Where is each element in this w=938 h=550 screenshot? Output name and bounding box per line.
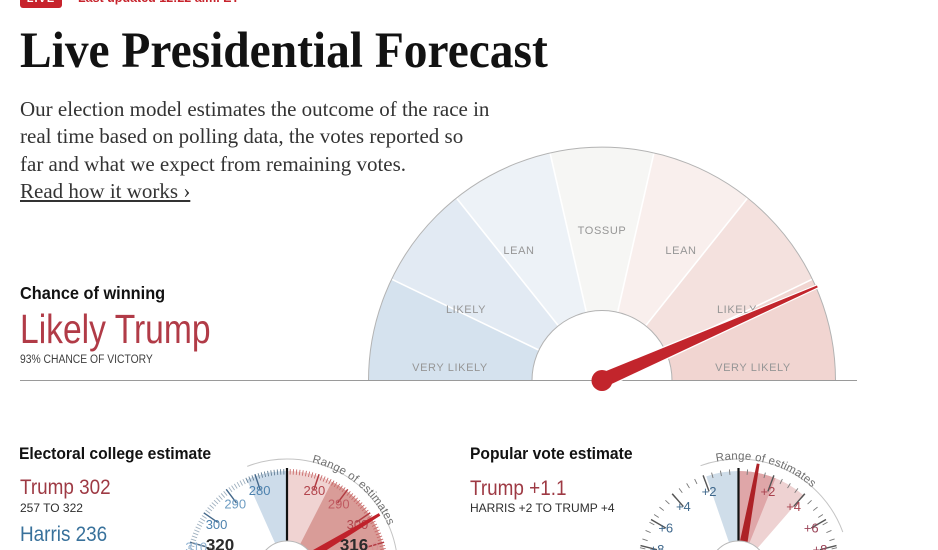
svg-text:VERY LIKELY: VERY LIKELY — [412, 362, 488, 374]
svg-text:280: 280 — [303, 483, 325, 498]
svg-text:300: 300 — [206, 517, 228, 532]
svg-text:310: 310 — [185, 539, 207, 550]
svg-text:+8: +8 — [813, 542, 828, 550]
svg-text:320: 320 — [206, 536, 234, 550]
svg-text:LEAN: LEAN — [503, 245, 534, 257]
svg-text:280: 280 — [249, 483, 271, 498]
svg-text:290: 290 — [224, 496, 246, 511]
svg-text:+6: +6 — [658, 521, 673, 536]
svg-text:+8: +8 — [650, 542, 665, 550]
svg-text:316: 316 — [340, 536, 368, 550]
svg-text:LEAN: LEAN — [665, 245, 696, 257]
svg-text:LIKELY: LIKELY — [446, 304, 486, 316]
svg-text:TOSSUP: TOSSUP — [578, 225, 627, 237]
svg-text:+4: +4 — [786, 499, 801, 514]
svg-text:+4: +4 — [676, 499, 691, 514]
svg-text:+2: +2 — [761, 484, 776, 499]
svg-text:310: 310 — [357, 539, 379, 550]
svg-text:290: 290 — [328, 496, 350, 511]
svg-text:VERY LIKELY: VERY LIKELY — [715, 362, 791, 374]
svg-text:300: 300 — [347, 517, 369, 532]
svg-text:+2: +2 — [702, 484, 717, 499]
svg-text:+6: +6 — [804, 521, 819, 536]
